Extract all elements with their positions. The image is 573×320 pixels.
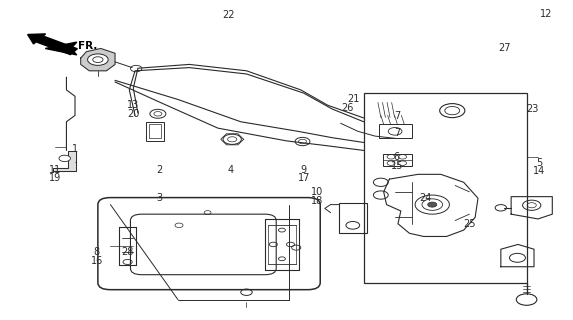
Text: 21: 21 xyxy=(347,94,360,104)
Text: 20: 20 xyxy=(127,109,139,119)
Text: 19: 19 xyxy=(49,173,61,183)
Text: 14: 14 xyxy=(533,166,545,176)
Polygon shape xyxy=(81,49,115,71)
Text: 7: 7 xyxy=(394,128,400,138)
Bar xyxy=(379,124,412,138)
Text: 23: 23 xyxy=(526,104,539,114)
Text: 6: 6 xyxy=(394,152,400,162)
Text: 5: 5 xyxy=(536,157,542,168)
Text: 9: 9 xyxy=(301,164,307,174)
Circle shape xyxy=(427,202,437,207)
Circle shape xyxy=(59,155,70,162)
Text: 28: 28 xyxy=(121,247,134,257)
Text: 4: 4 xyxy=(227,164,234,174)
Text: 7: 7 xyxy=(394,111,400,121)
Polygon shape xyxy=(45,42,77,55)
Text: 13: 13 xyxy=(127,100,139,109)
Bar xyxy=(383,154,412,166)
Text: 24: 24 xyxy=(419,193,431,203)
Text: 11: 11 xyxy=(49,164,61,174)
Bar xyxy=(150,124,161,138)
Text: 26: 26 xyxy=(342,103,354,113)
Text: 15: 15 xyxy=(391,161,403,171)
Polygon shape xyxy=(53,151,76,171)
Text: 8: 8 xyxy=(93,247,100,257)
Circle shape xyxy=(88,54,108,65)
Bar xyxy=(339,203,367,233)
Bar xyxy=(364,93,527,283)
Text: FR.: FR. xyxy=(79,41,98,51)
Text: 1: 1 xyxy=(72,144,78,154)
Text: 18: 18 xyxy=(311,196,323,206)
Text: 25: 25 xyxy=(463,219,476,229)
Text: 3: 3 xyxy=(156,193,163,203)
Text: 17: 17 xyxy=(297,173,310,183)
Bar xyxy=(147,122,164,141)
Text: 22: 22 xyxy=(222,10,234,20)
FancyArrow shape xyxy=(28,34,77,55)
Text: 12: 12 xyxy=(540,9,552,19)
Text: 27: 27 xyxy=(498,43,511,53)
Text: 10: 10 xyxy=(311,187,323,197)
Text: 16: 16 xyxy=(91,256,103,266)
Text: 2: 2 xyxy=(156,164,163,174)
